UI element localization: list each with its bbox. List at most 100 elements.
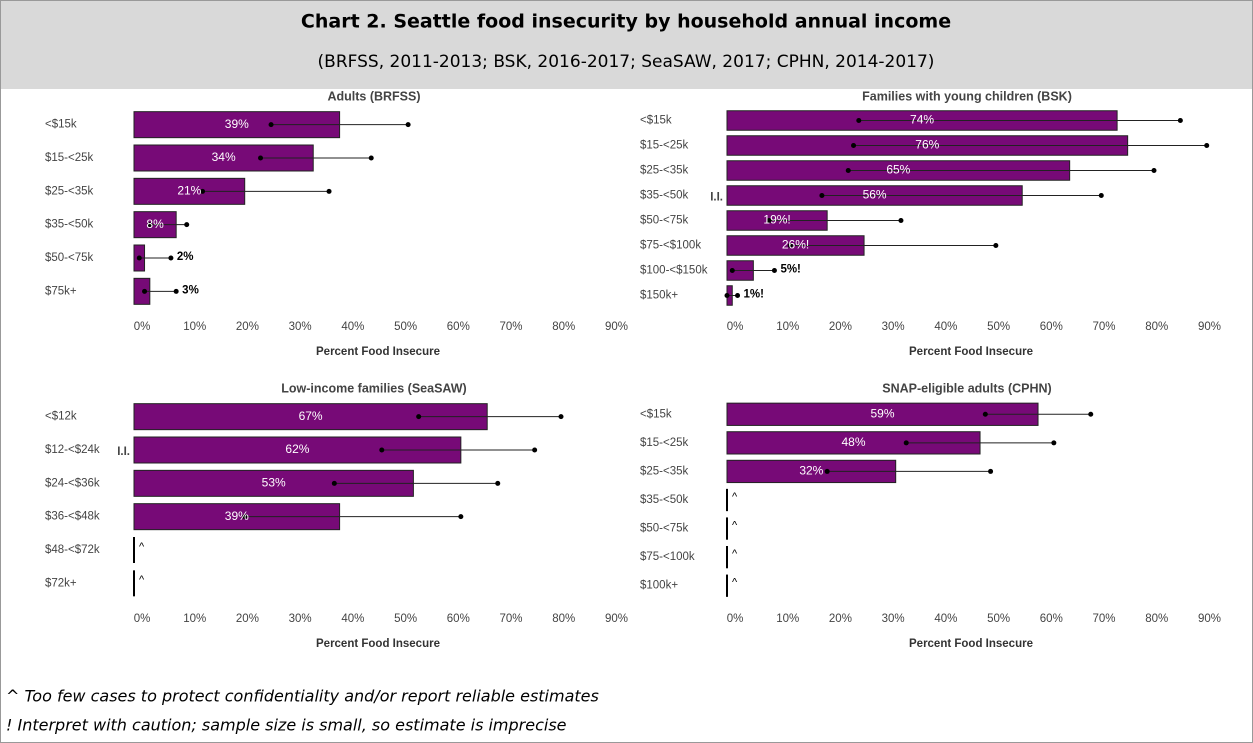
ci-lower-dot (851, 143, 857, 148)
x-tick-label: 90% (605, 321, 628, 333)
x-axis-label: Percent Food Insecure (316, 638, 440, 650)
value-label: 1%! (744, 289, 764, 301)
x-tick-label: 10% (776, 321, 799, 333)
value-label: 39% (225, 117, 249, 131)
category-label: $100-<$150k (640, 265, 708, 277)
ci-lower-dot (787, 243, 793, 248)
category-label: $25-<35k (45, 185, 94, 197)
category-label: <$12k (45, 411, 77, 423)
x-tick-label: 90% (1198, 321, 1221, 333)
category-label: $75-<100k (640, 551, 695, 563)
x-tick-label: 10% (183, 321, 206, 333)
value-label: 53% (262, 476, 286, 490)
x-tick-label: 50% (987, 613, 1010, 625)
ci-upper-dot (368, 155, 374, 161)
ci-upper-dot (558, 414, 564, 420)
x-tick-label: 30% (882, 321, 905, 333)
category-label: $75-<$100k (640, 240, 701, 252)
category-label: $50-<75k (45, 252, 94, 264)
value-label: 74% (910, 113, 934, 127)
x-tick-label: 80% (552, 613, 575, 625)
ci-upper-dot (993, 243, 999, 248)
x-tick-label: 30% (882, 613, 905, 625)
ci-lower-dot (766, 218, 772, 223)
x-tick-label: 60% (1040, 321, 1063, 333)
category-label: $72k+ (45, 577, 77, 589)
ci-upper-dot (898, 218, 904, 223)
category-label: $25-<35k (640, 465, 689, 477)
value-label: 62% (285, 442, 309, 456)
x-tick-label: 30% (289, 613, 312, 625)
value-label: 5%! (780, 264, 800, 276)
category-label: $15-<25k (640, 437, 689, 449)
category-label: <$15k (640, 115, 672, 127)
ci-upper-dot (1051, 440, 1057, 446)
x-tick-label: 40% (341, 321, 364, 333)
value-label: 19%! (763, 213, 790, 227)
x-axis-label: Percent Food Insecure (909, 638, 1033, 650)
x-tick-label: 20% (829, 321, 852, 333)
value-label: 34% (212, 150, 236, 164)
ci-upper-dot (1098, 193, 1104, 198)
marker: I.I. (117, 446, 130, 458)
x-tick-label: 90% (1198, 613, 1221, 625)
ci-lower-dot (200, 188, 206, 194)
category-label: $15-<25k (640, 140, 689, 152)
x-tick-label: 50% (987, 321, 1010, 333)
x-axis-label: Percent Food Insecure (909, 346, 1033, 358)
ci-upper-dot (1088, 411, 1094, 417)
ci-lower-dot (242, 514, 248, 520)
category-label: $35-<50k (640, 494, 689, 506)
category-label: $48-<$72k (45, 544, 100, 556)
x-tick-label: 50% (394, 321, 417, 333)
x-tick-label: 30% (289, 321, 312, 333)
ci-lower-dot (147, 222, 153, 228)
ci-lower-dot (824, 468, 830, 474)
x-tick-label: 90% (605, 613, 628, 625)
footnote: ^ Too few cases to protect confidentiali… (6, 687, 599, 706)
value-label: 26%! (782, 238, 809, 252)
ci-lower-dot (845, 168, 851, 173)
ci-upper-dot (326, 188, 332, 194)
value-label: 21% (177, 184, 201, 198)
category-label: $35-<50k (640, 190, 689, 202)
category-label: <$15k (640, 408, 672, 420)
x-tick-label: 70% (500, 613, 523, 625)
ci-upper-dot (495, 480, 501, 486)
x-tick-label: 40% (934, 613, 957, 625)
value-label: 76% (915, 138, 939, 152)
value-label: 2% (177, 251, 194, 263)
ci-upper-dot (1177, 118, 1183, 123)
value-label: 39% (225, 509, 249, 523)
page-subtitle: (BRFSS, 2011-2013; BSK, 2016-2017; SeaSA… (318, 52, 935, 72)
category-label: $75k+ (45, 285, 77, 297)
ci-lower-dot (819, 193, 825, 198)
category-label: $36-<$48k (45, 511, 100, 523)
ci-lower-dot (982, 411, 988, 417)
ci-lower-dot (142, 288, 148, 294)
ci-lower-dot (416, 414, 422, 420)
ci-lower-dot (729, 268, 735, 273)
ci-upper-dot (173, 288, 179, 294)
x-tick-label: 10% (183, 613, 206, 625)
ci-upper-dot (988, 468, 994, 474)
ci-upper-dot (184, 222, 190, 228)
x-tick-label: 20% (829, 613, 852, 625)
category-label: $35-<50k (45, 219, 94, 231)
header-band (1, 1, 1252, 89)
ci-upper-dot (405, 122, 411, 128)
x-tick-label: 50% (394, 613, 417, 625)
x-tick-label: 80% (1145, 613, 1168, 625)
value-label: 32% (799, 464, 823, 478)
ci-upper-dot (735, 293, 741, 298)
ci-upper-dot (1204, 143, 1210, 148)
x-tick-label: 60% (447, 613, 470, 625)
x-tick-label: 0% (134, 613, 151, 625)
ci-lower-dot (331, 480, 337, 486)
ci-upper-dot (532, 447, 538, 453)
value-label: ^ (732, 577, 738, 589)
panel-title: SNAP-eligible adults (CPHN) (882, 381, 1051, 395)
ci-lower-dot (258, 155, 264, 161)
category-label: $50-<75k (640, 215, 689, 227)
